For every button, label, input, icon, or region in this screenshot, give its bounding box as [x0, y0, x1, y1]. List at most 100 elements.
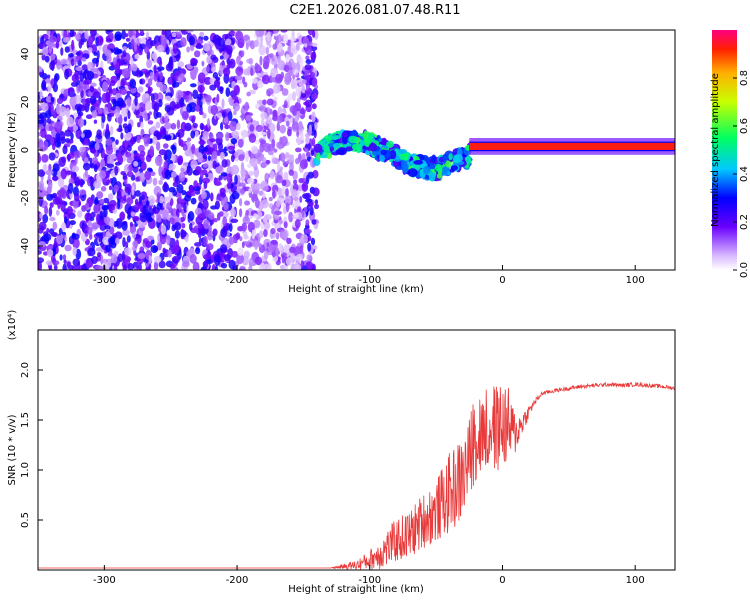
spectrogram-noise-blob [262, 186, 269, 191]
spectrogram-noise-blob [91, 256, 98, 264]
spectrogram-signal-blob [407, 168, 418, 178]
spectrogram-noise-blob [233, 110, 237, 116]
spectrogram-noise-blob [109, 80, 116, 87]
spectrogram-noise-blob [156, 213, 162, 223]
spectrogram-noise-blob [314, 199, 318, 205]
spectrogram-noise-blob [182, 260, 190, 268]
spectrogram-noise-blob [103, 208, 108, 218]
spectrogram-noise-blob [272, 96, 278, 101]
spectrogram-noise-blob [102, 236, 111, 245]
spectrogram-noise-blob [305, 198, 313, 203]
spectrogram-noise-blob [231, 164, 240, 176]
spectrogram-noise-blob [126, 97, 132, 107]
spectrogram-noise-blob [128, 30, 134, 38]
spectrogram-signal-blob [321, 153, 328, 159]
spectrogram-noise-blob [169, 264, 176, 269]
spectrogram-noise-blob [60, 47, 64, 56]
spectrogram-noise-blob [277, 60, 286, 71]
spectrogram-noise-blob [81, 264, 85, 270]
spectrogram-noise-blob [85, 257, 92, 269]
spectrogram-noise-blob [131, 232, 137, 239]
spectrogram-noise-blob [288, 211, 294, 223]
spectrogram-noise-blob [240, 167, 246, 177]
spectrogram-noise-blob [122, 172, 128, 180]
spectrogram-noise-blob [236, 55, 241, 65]
spectrogram-noise-blob [218, 142, 223, 152]
spectrogram-noise-blob [158, 165, 163, 177]
spectrogram-noise-blob [272, 109, 278, 118]
spectrogram-noise-blob [177, 61, 185, 68]
spectrogram-noise-blob [103, 197, 110, 204]
spectrogram-noise-blob [232, 265, 238, 270]
spectrogram-noise-blob [213, 218, 218, 223]
spectrogram-noise-blob [203, 235, 208, 247]
spectrogram-noise-blob [58, 177, 65, 188]
spectrogram-noise-blob [218, 175, 223, 181]
spectrogram-noise-blob [120, 132, 124, 140]
spectrogram-noise-blob [101, 113, 106, 123]
spectrogram-noise-blob [226, 173, 233, 184]
spectrogram-noise-blob [74, 33, 81, 40]
spectrogram-noise-blob [273, 148, 278, 153]
spectrogram-noise-blob [104, 49, 112, 57]
spectrogram-noise-blob [278, 243, 283, 253]
spectrogram-noise-blob [143, 134, 151, 145]
spectrogram-noise-blob [275, 246, 279, 257]
spectrogram-noise-blob [230, 218, 239, 223]
spectrogram-noise-blob [66, 206, 73, 216]
spectrogram-noise-blob [96, 129, 102, 137]
spectrogram-noise-blob [310, 51, 317, 61]
spectrogram-noise-blob [165, 46, 170, 55]
spectrogram-noise-blob [126, 90, 131, 96]
spectrogram-noise-blob [212, 228, 218, 237]
spectrogram-noise-blob [48, 206, 53, 217]
spectrogram-noise-blob [164, 30, 171, 39]
spectrogram-noise-blob [204, 146, 209, 152]
spectrogram-noise-blob [304, 148, 309, 153]
spectrogram-noise-blob [177, 155, 184, 166]
spectrogram-noise-blob [96, 191, 104, 199]
spectrogram-noise-blob [282, 160, 286, 166]
spectrogram-noise-blob [307, 235, 312, 242]
spectrogram-noise-blob [68, 151, 75, 159]
spectrogram-noise-blob [89, 233, 93, 240]
spectrogram-noise-blob [130, 211, 136, 217]
spectrogram-noise-blob [158, 179, 163, 185]
spectrogram-noise-blob [193, 180, 198, 188]
spectrogram-noise-blob [139, 78, 143, 85]
spectrogram-noise-blob [304, 44, 313, 56]
spectrogram-noise-blob [156, 66, 165, 71]
spectrogram-noise-blob [137, 86, 144, 93]
spectrogram-noise-blob [172, 189, 177, 197]
spectrogram-noise-blob [116, 97, 124, 107]
spectrogram-noise-blob [259, 55, 263, 66]
spectrogram-noise-blob [41, 154, 49, 163]
spectrogram-noise-blob [92, 91, 101, 99]
spectrogram-noise-blob [260, 162, 267, 169]
spectrogram-noise-blob [125, 33, 129, 38]
spectrogram-noise-blob [164, 196, 172, 202]
spectrogram-noise-blob [269, 108, 273, 115]
spectrogram-noise-blob [153, 102, 160, 112]
spectrogram-noise-blob [230, 138, 238, 145]
spectrogram-x-tick-label: -200 [226, 275, 249, 286]
spectrogram-noise-blob [214, 200, 220, 210]
spectrogram-noise-blob [303, 43, 308, 48]
spectrogram-noise-blob [179, 97, 185, 107]
spectrogram-noise-blob [219, 86, 224, 95]
spectrogram-noise-blob [170, 144, 176, 151]
spectrogram-noise-blob [113, 47, 120, 55]
spectrogram-noise-blob [297, 206, 302, 214]
spectrogram-noise-blob [146, 31, 149, 40]
spectrogram-noise-blob [211, 150, 218, 160]
spectrogram-noise-blob [119, 88, 127, 95]
spectrogram-signal-blob [389, 149, 397, 160]
spectrogram-y-tick-label: 40 [20, 48, 31, 61]
spectrogram-noise-blob [190, 58, 198, 65]
spectrogram-noise-blob [242, 35, 251, 41]
spectrogram-signal-blob [316, 152, 321, 161]
spectrogram-noise-blob [203, 35, 209, 41]
spectrogram-noise-blob [46, 118, 52, 124]
spectrogram-noise-blob [166, 219, 171, 231]
spectrogram-noise-blob [240, 129, 249, 138]
